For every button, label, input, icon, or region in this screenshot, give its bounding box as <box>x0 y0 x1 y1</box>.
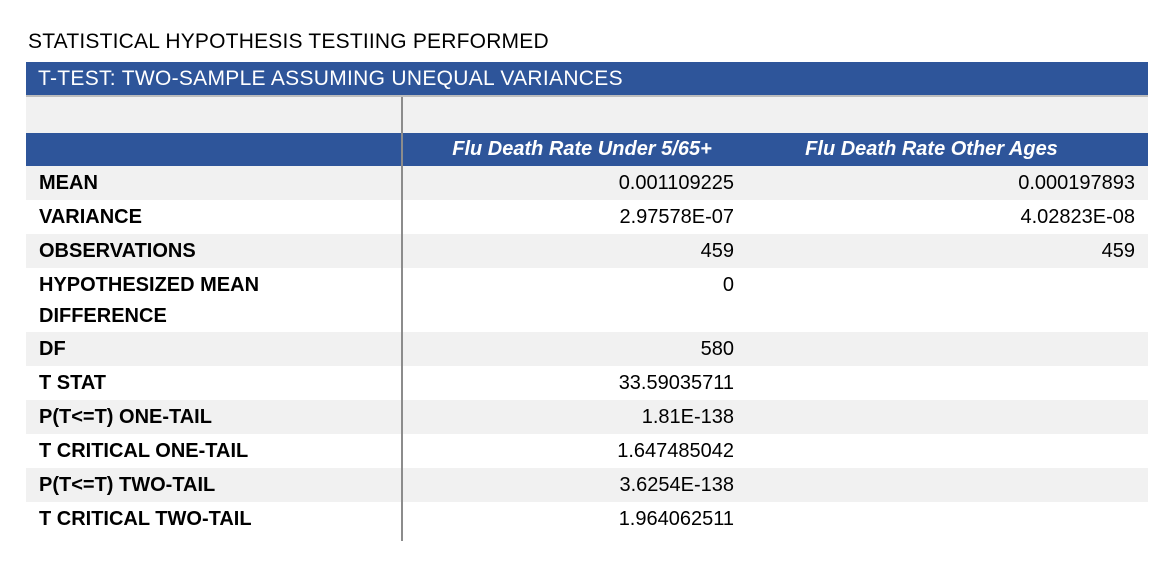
row-label: OBSERVATIONS <box>39 240 196 262</box>
column-header-label <box>26 133 402 166</box>
row-value-col1: 580 <box>700 338 734 360</box>
row-value-col1: 33.59035711 <box>618 372 734 394</box>
column-header-under5-65: Flu Death Rate Under 5/65+ <box>452 138 712 160</box>
t-test-table: T-TEST: TWO-SAMPLE ASSUMING UNEQUAL VARI… <box>26 62 1148 541</box>
table-row: HYPOTHESIZED MEAN DIFFERENCE 0 <box>26 268 1148 332</box>
row-label: T CRITICAL TWO-TAIL <box>39 508 252 530</box>
row-value-col2 <box>747 332 1148 366</box>
row-value-col2 <box>747 400 1148 434</box>
blank-cell-col1 <box>402 97 747 133</box>
row-label: P(T<=T) ONE-TAIL <box>39 406 212 428</box>
row-label: HYPOTHESIZED MEAN DIFFERENCE <box>39 274 260 327</box>
table-row: P(T<=T) ONE-TAIL 1.81E-138 <box>26 400 1148 434</box>
column-divider <box>401 97 403 541</box>
row-label: T STAT <box>39 372 107 394</box>
blank-cell-col2 <box>747 97 1148 133</box>
row-value-col2: 459 <box>1101 240 1135 262</box>
row-label: DF <box>39 338 66 360</box>
page-title: STATISTICAL HYPOTHESIS TESTIING PERFORME… <box>28 30 549 53</box>
row-value-col1: 0.001109225 <box>618 172 734 194</box>
row-value-col1: 0 <box>722 274 734 296</box>
row-value-col2 <box>747 268 1148 332</box>
table-banner: T-TEST: TWO-SAMPLE ASSUMING UNEQUAL VARI… <box>26 62 1148 97</box>
blank-row <box>26 97 1148 133</box>
row-label: MEAN <box>39 172 98 194</box>
row-value-col2 <box>747 434 1148 468</box>
row-value-col2 <box>747 468 1148 502</box>
row-value-col1: 1.964062511 <box>618 508 734 530</box>
row-value-col2: 4.02823E-08 <box>1020 206 1135 228</box>
table-row: P(T<=T) TWO-TAIL 3.6254E-138 <box>26 468 1148 502</box>
row-value-col1: 459 <box>700 240 734 262</box>
row-value-col1: 3.6254E-138 <box>619 474 734 496</box>
row-value-col1: 1.647485042 <box>617 440 734 462</box>
table-row: OBSERVATIONS 459 459 <box>26 234 1148 268</box>
row-label: T CRITICAL ONE-TAIL <box>39 440 249 462</box>
table-row: T STAT 33.59035711 <box>26 366 1148 400</box>
row-value-col2: 0.000197893 <box>1018 172 1135 194</box>
row-value-col1: 2.97578E-07 <box>619 206 734 228</box>
row-label: VARIANCE <box>39 206 142 228</box>
row-value-col2 <box>747 366 1148 400</box>
row-value-col2 <box>747 502 1148 536</box>
table-row: VARIANCE 2.97578E-07 4.02823E-08 <box>26 200 1148 234</box>
table-row: DF 580 <box>26 332 1148 366</box>
table-row: T CRITICAL TWO-TAIL 1.964062511 <box>26 502 1148 536</box>
blank-cell-label <box>26 97 402 133</box>
table-row: MEAN 0.001109225 0.000197893 <box>26 166 1148 200</box>
row-label: P(T<=T) TWO-TAIL <box>39 474 216 496</box>
table-row: T CRITICAL ONE-TAIL 1.647485042 <box>26 434 1148 468</box>
column-header-other-ages: Flu Death Rate Other Ages <box>805 138 1058 160</box>
row-value-col1: 1.81E-138 <box>641 406 734 428</box>
column-header-row: Flu Death Rate Under 5/65+ Flu Death Rat… <box>26 133 1148 166</box>
